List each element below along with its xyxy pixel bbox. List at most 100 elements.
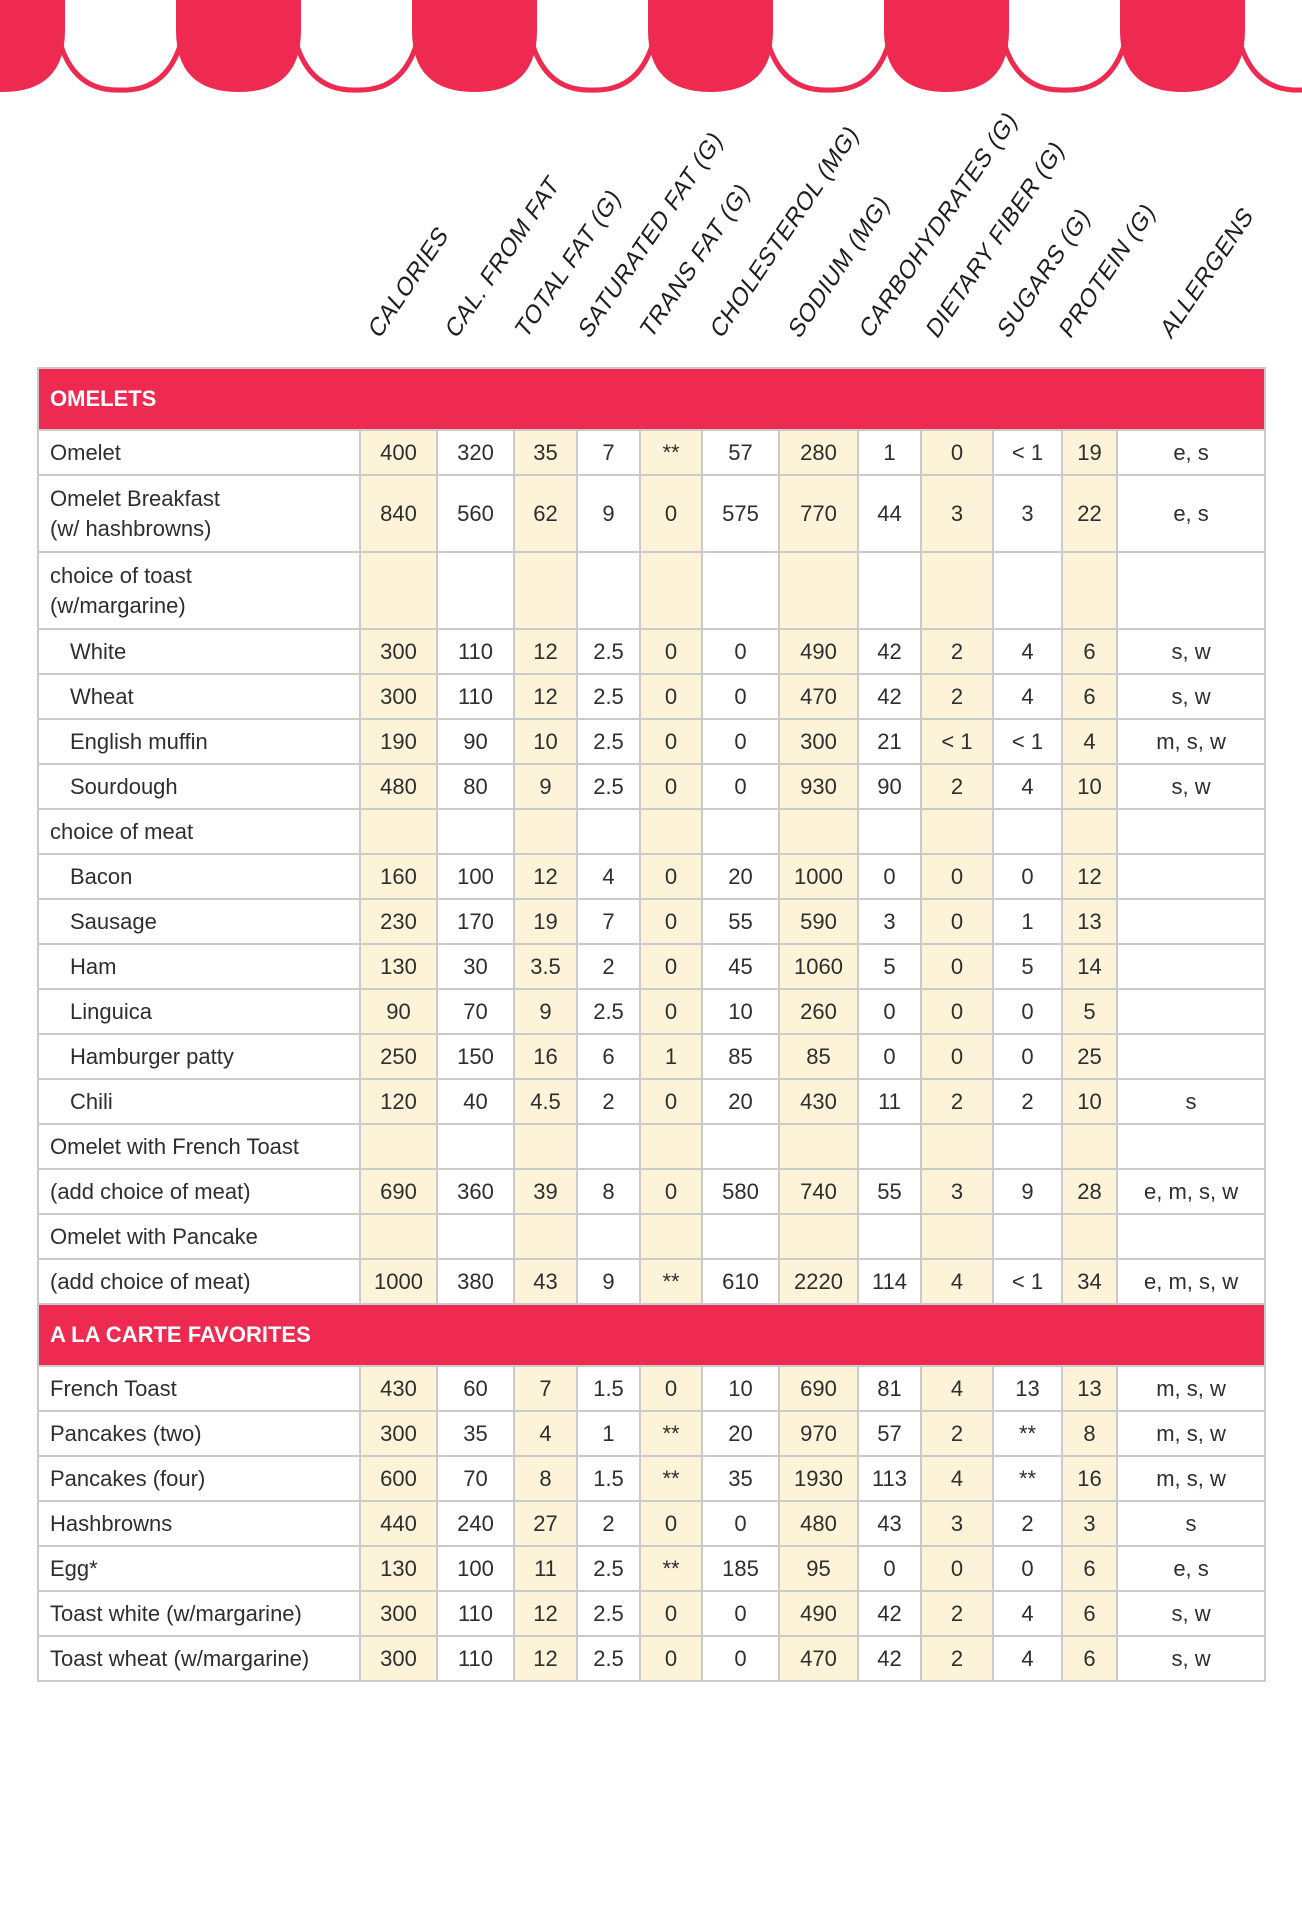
value-cell: 9: [576, 474, 641, 553]
awning-white-stripe-edge: [998, 29, 1131, 93]
value-cell: [857, 1123, 922, 1170]
item-name: Toast wheat (w/margarine): [37, 1635, 361, 1682]
awning-decoration: [0, 0, 1302, 93]
value-cell: 170: [436, 898, 515, 945]
value-cell: 600: [359, 1455, 438, 1502]
value-cell: [576, 1213, 641, 1260]
value-cell: 20: [701, 1410, 780, 1457]
table-row: Omelet Breakfast (w/ hashbrowns) 840 560 62 9…: [37, 474, 1267, 553]
item-name: Pancakes (two): [37, 1410, 361, 1457]
value-cell: 2.5: [576, 628, 641, 675]
value-cell: 3: [920, 1500, 994, 1547]
value-cell: 2: [920, 628, 994, 675]
value-cell: [639, 551, 703, 630]
value-cell: [701, 808, 780, 855]
value-cell: 42: [857, 673, 922, 720]
table-row: Egg* 130 100 11 2.5 ** 185 95 0 0 0 6 e, s: [37, 1545, 1267, 1592]
allergens-cell: s, w: [1115, 673, 1267, 720]
value-cell: 4: [576, 853, 641, 900]
value-cell: 12: [513, 853, 578, 900]
section-header: OMELETS: [36, 367, 1267, 431]
value-cell: 35: [513, 429, 578, 476]
value-cell: 610: [701, 1258, 780, 1305]
value-cell: 2.5: [576, 763, 641, 810]
awning-white-stripe-edge: [290, 29, 423, 93]
value-cell: [513, 1123, 578, 1170]
value-cell: 300: [359, 1590, 438, 1637]
value-cell: 114: [857, 1258, 922, 1305]
value-cell: 10: [513, 718, 578, 765]
value-cell: 9: [513, 763, 578, 810]
column-headers: CALORIES CAL. FROM FAT TOTAL FAT (G) SATURA…: [0, 0, 1302, 345]
value-cell: 690: [778, 1365, 859, 1412]
value-cell: [1061, 551, 1118, 630]
value-cell: 575: [701, 474, 780, 553]
value-cell: 2: [920, 1635, 994, 1682]
value-cell: [576, 808, 641, 855]
value-cell: 12: [1061, 853, 1118, 900]
value-cell: 1000: [359, 1258, 438, 1305]
value-cell: 0: [857, 1545, 922, 1592]
value-cell: 6: [576, 1033, 641, 1080]
allergens-cell: [1115, 551, 1267, 630]
awning-red-stripe: [1120, 0, 1245, 92]
value-cell: 8: [1061, 1410, 1118, 1457]
value-cell: 6: [1061, 1635, 1118, 1682]
value-cell: 2220: [778, 1258, 859, 1305]
allergens-cell: [1115, 898, 1267, 945]
value-cell: 150: [436, 1033, 515, 1080]
value-cell: 5: [992, 943, 1063, 990]
value-cell: 12: [513, 1635, 578, 1682]
value-cell: 80: [436, 763, 515, 810]
value-cell: [778, 1123, 859, 1170]
table-row: White 300 110 12 2.5 0 0 490 42 2 4 6 s, w: [37, 628, 1267, 675]
value-cell: 4: [992, 628, 1063, 675]
value-cell: 0: [639, 1590, 703, 1637]
value-cell: 2: [576, 1500, 641, 1547]
value-cell: 8: [513, 1455, 578, 1502]
allergens-cell: e, s: [1115, 429, 1267, 476]
value-cell: 0: [639, 1078, 703, 1125]
awning-white-stripe: [1009, 0, 1120, 78]
table-row: choice of meat: [37, 808, 1267, 855]
value-cell: 20: [701, 853, 780, 900]
value-cell: 2: [992, 1078, 1063, 1125]
value-cell: 580: [701, 1168, 780, 1215]
value-cell: 430: [359, 1365, 438, 1412]
value-cell: 470: [778, 1635, 859, 1682]
value-cell: 300: [359, 1410, 438, 1457]
value-cell: 300: [359, 673, 438, 720]
value-cell: 0: [920, 1545, 994, 1592]
table-row: Sausage 230 170 19 7 0 55 590 3 0 1 13: [37, 898, 1267, 945]
value-cell: 0: [701, 763, 780, 810]
table-row: Toast white (w/margarine) 300 110 12 2.5 0 0 49…: [37, 1590, 1267, 1637]
value-cell: [1061, 808, 1118, 855]
value-cell: 0: [920, 898, 994, 945]
awning-white-stripe-edge: [1234, 29, 1302, 93]
value-cell: [992, 1123, 1063, 1170]
value-cell: [436, 1123, 515, 1170]
value-cell: 7: [576, 429, 641, 476]
value-cell: 0: [639, 718, 703, 765]
value-cell: [778, 1213, 859, 1260]
value-cell: [857, 1213, 922, 1260]
value-cell: 1930: [778, 1455, 859, 1502]
value-cell: 10: [1061, 1078, 1118, 1125]
value-cell: [513, 1213, 578, 1260]
value-cell: **: [639, 1455, 703, 1502]
item-name: Ham: [37, 943, 361, 990]
value-cell: **: [639, 1258, 703, 1305]
awning-red-stripe: [884, 0, 1009, 92]
value-cell: 1.5: [576, 1455, 641, 1502]
item-name: Wheat: [37, 673, 361, 720]
value-cell: 44: [857, 474, 922, 553]
value-cell: 0: [639, 1500, 703, 1547]
value-cell: [920, 808, 994, 855]
value-cell: 10: [1061, 763, 1118, 810]
value-cell: 2.5: [576, 673, 641, 720]
item-name: Omelet: [37, 429, 361, 476]
value-cell: 4: [920, 1258, 994, 1305]
value-cell: 2.5: [576, 1545, 641, 1592]
value-cell: 6: [1061, 1545, 1118, 1592]
awning-white-stripe: [773, 0, 884, 78]
